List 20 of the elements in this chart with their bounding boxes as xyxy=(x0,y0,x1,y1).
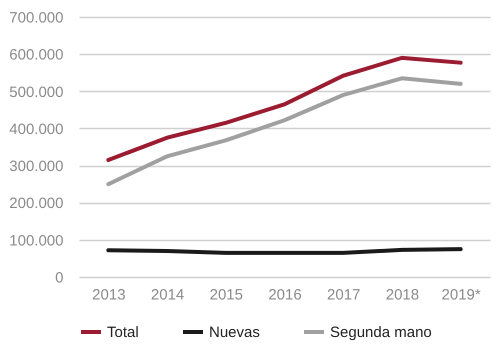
y-tick-label: 500.000 xyxy=(9,84,64,101)
y-tick-label: 300.000 xyxy=(9,158,64,176)
x-tick-label: 2016 xyxy=(268,286,302,304)
x-tick-label: 2018 xyxy=(386,286,420,304)
line-series xyxy=(106,56,463,162)
x-tick-label: 2014 xyxy=(150,286,184,304)
y-tick-label: 200.000 xyxy=(9,195,64,212)
y-tick-label: 600.000 xyxy=(9,46,64,64)
legend-label: Total xyxy=(107,324,139,341)
legend-label: Segunda mano xyxy=(330,324,432,341)
y-tick-label: 700.000 xyxy=(9,10,64,26)
x-tick-label: 2013 xyxy=(92,286,126,304)
x-tick-label: 2015 xyxy=(210,286,243,304)
y-tick-label: 0 xyxy=(55,270,64,286)
line-series xyxy=(106,76,463,186)
x-tick-label: 2019* xyxy=(442,286,481,304)
legend-label: Nuevas xyxy=(209,324,260,341)
y-tick-label: 100.000 xyxy=(9,232,64,250)
x-tick-label: 2017 xyxy=(327,286,360,304)
y-tick-label: 400.000 xyxy=(9,120,64,138)
